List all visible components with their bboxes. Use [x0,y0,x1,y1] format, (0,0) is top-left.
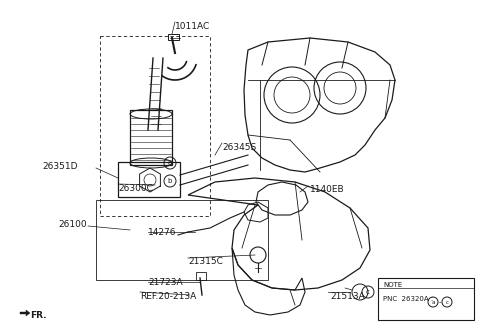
Bar [100,36,210,216]
Bar [96,200,268,280]
Text: 21513A: 21513A [330,292,365,301]
Text: a: a [168,160,172,166]
Text: 1140EB: 1140EB [310,185,345,194]
Text: 26100: 26100 [58,220,86,229]
Text: 14276: 14276 [148,228,177,237]
Polygon shape [20,310,30,316]
Bar [196,272,206,280]
Text: 1011AC: 1011AC [175,22,210,31]
Text: -: - [439,299,441,305]
Bar [378,278,474,320]
Text: a: a [431,299,435,304]
Text: 26351D: 26351D [42,162,77,171]
Text: REF.20-213A: REF.20-213A [140,292,196,301]
Text: 21723A: 21723A [148,278,182,287]
Text: 26345S: 26345S [222,143,256,152]
Text: c: c [366,289,370,295]
Bar [118,162,180,197]
Text: FR.: FR. [30,311,47,320]
Text: NOTE: NOTE [383,282,402,288]
Bar [130,110,172,165]
Text: c: c [445,299,448,304]
Text: 26300C: 26300C [118,184,153,193]
Text: PNC  26320A :: PNC 26320A : [383,296,433,302]
Bar [168,34,179,40]
Text: 21315C: 21315C [188,257,223,266]
Text: b: b [168,178,172,184]
